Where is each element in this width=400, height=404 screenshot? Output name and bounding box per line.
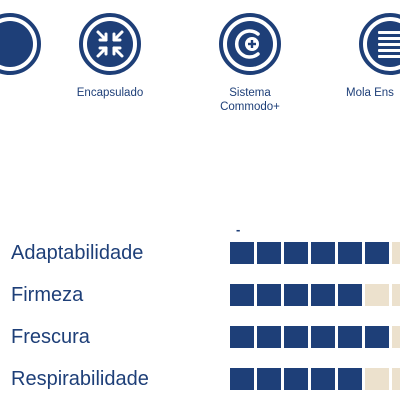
rating-segment-filled	[311, 368, 335, 390]
rating-bar	[230, 326, 400, 348]
feature-label-commodo-line1: Sistema	[229, 87, 271, 99]
feature-strip: Encapsulado Sistema Commodo+	[0, 0, 400, 120]
rating-segment-filled	[365, 326, 389, 348]
feature-label-mola: Mola Ens	[346, 87, 394, 99]
rating-segment-empty	[365, 368, 389, 390]
rating-segment-empty	[365, 284, 389, 306]
feature-label-encapsulado: Encapsulado	[76, 87, 144, 99]
rating-row-adaptabilidade: Adaptabilidade	[0, 236, 400, 278]
rating-row-frescura: Frescura	[0, 320, 400, 362]
rating-segment-filled	[311, 284, 335, 306]
rating-segment-filled	[230, 242, 254, 264]
rating-label: Firmeza	[11, 284, 84, 306]
stacked-bars-icon	[358, 12, 400, 76]
feature-label-commodo-line2: Commodo+	[220, 101, 280, 113]
rating-segment-filled	[230, 326, 254, 348]
rating-bar	[230, 242, 400, 264]
rating-segment-empty	[392, 242, 400, 264]
rating-segment-filled	[284, 368, 308, 390]
rating-bar	[230, 284, 400, 306]
rating-segment-filled	[230, 368, 254, 390]
rating-row-firmeza: Firmeza	[0, 278, 400, 320]
rating-segment-filled	[284, 326, 308, 348]
rating-segment-filled	[284, 242, 308, 264]
rating-segment-filled	[365, 242, 389, 264]
rating-segment-filled	[311, 326, 335, 348]
rating-label: Respirabilidade	[11, 368, 149, 390]
commodo-plus-icon	[218, 12, 282, 76]
rating-label: Frescura	[11, 326, 90, 348]
rating-segment-empty	[392, 368, 400, 390]
scale-marker: -	[236, 222, 241, 237]
rating-segment-filled	[230, 284, 254, 306]
rating-segment-filled	[257, 284, 281, 306]
rating-segment-filled	[311, 242, 335, 264]
rating-segment-empty	[392, 326, 400, 348]
rating-segment-filled	[257, 368, 281, 390]
partial-circle-icon	[0, 12, 42, 76]
rating-bar	[230, 368, 400, 390]
ratings-list: Adaptabilidade Firmeza Frescura Respirab…	[0, 236, 400, 404]
rating-segment-filled	[257, 326, 281, 348]
rating-segment-filled	[257, 242, 281, 264]
feature-label-commodo: Sistema Commodo+	[180, 86, 320, 114]
rating-segment-filled	[284, 284, 308, 306]
rating-segment-filled	[338, 368, 362, 390]
rating-label: Adaptabilidade	[11, 242, 144, 264]
rating-row-respirabilidade: Respirabilidade	[0, 362, 400, 404]
rating-segment-filled	[338, 284, 362, 306]
rating-segment-filled	[338, 326, 362, 348]
rating-segment-filled	[338, 242, 362, 264]
rating-segment-empty	[392, 284, 400, 306]
arrows-inward-icon	[78, 12, 142, 76]
